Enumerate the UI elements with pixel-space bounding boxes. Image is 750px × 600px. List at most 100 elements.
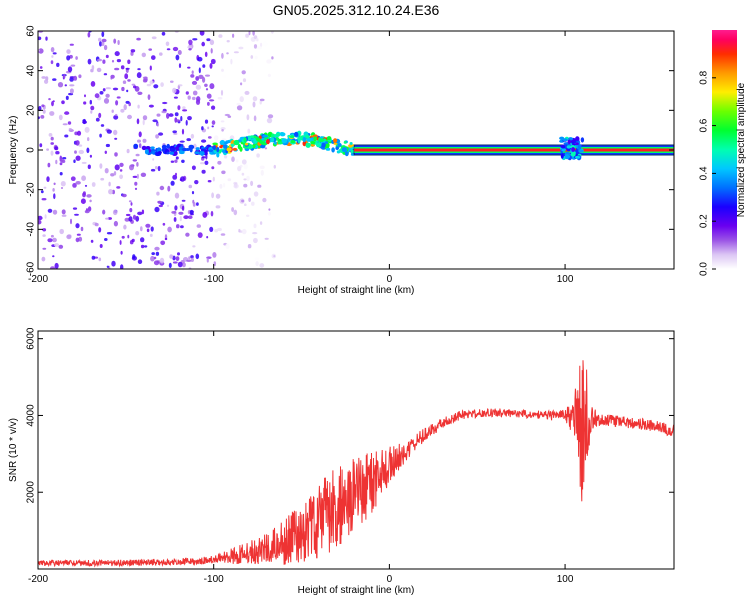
spectrogram-cell: [187, 116, 192, 121]
spectrogram-cell: [190, 133, 195, 139]
spectrogram-cell: [209, 83, 215, 90]
spectrogram-cell: [124, 73, 129, 80]
spectrogram-cell: [213, 94, 216, 99]
spectrogram-cell: [212, 142, 218, 146]
spectrogram-cell: [99, 133, 102, 138]
spectrogram-cell: [273, 255, 276, 258]
spectrogram-cell: [270, 31, 274, 34]
spectrogram-cell: [111, 260, 116, 267]
spectrogram-cell: [277, 141, 283, 145]
spectrogram-cell: [259, 221, 263, 225]
spectrogram-cell: [211, 120, 216, 125]
spectrogram-cell: [172, 87, 177, 94]
spectrogram-cell: [154, 206, 160, 213]
spectrogram-cell: [137, 259, 143, 265]
spectrogram-cell: [42, 247, 47, 250]
spectrogram-cell: [259, 165, 265, 170]
spectrogram-cell: [202, 76, 206, 83]
spectrogram-cell: [337, 143, 342, 147]
spectrogram-cell: [168, 262, 172, 269]
spectrogram-cell: [52, 237, 57, 243]
snr-xtick-label: 100: [557, 574, 574, 585]
spectrogram-cell: [51, 101, 54, 107]
spectrogram-cell: [61, 214, 67, 217]
spectrogram-band: [354, 148, 674, 152]
spectrogram-cell: [98, 227, 102, 233]
spectrogram-cell: [207, 126, 210, 130]
spectrogram-cell: [262, 134, 269, 138]
spectrogram-cell: [52, 209, 58, 215]
spectrogram-cell: [44, 79, 49, 84]
spectrogram-cell: [121, 86, 125, 92]
spectrogram-cell: [196, 202, 199, 206]
spectrogram-cell: [111, 59, 115, 63]
spectrogram-cell: [152, 119, 158, 123]
spectrogram-cell: [158, 132, 164, 136]
spectrogram-cell: [127, 79, 131, 82]
spectrogram-cell: [246, 214, 250, 217]
spectrogram-cell: [146, 228, 150, 233]
spectrogram-cell: [231, 207, 235, 212]
spectrogram-cell: [175, 54, 180, 61]
spectrogram-ytick-label: 60: [26, 25, 37, 37]
spectrogram-cell: [221, 52, 224, 59]
spectrogram-cell: [130, 202, 133, 206]
spectrogram-cell: [176, 224, 180, 229]
spectrogram-cell: [233, 209, 238, 216]
spectrogram-cell: [561, 145, 566, 149]
spectrogram-cell: [120, 108, 125, 113]
spectrogram-cell: [140, 237, 145, 243]
spectrogram-cell: [50, 60, 54, 65]
spectrogram-cell: [54, 146, 59, 151]
spectrogram-cell: [575, 142, 579, 146]
spectrogram-cell: [198, 67, 201, 74]
spectrogram-cell: [177, 50, 182, 55]
spectrogram-cell: [239, 146, 243, 152]
spectrogram-cell: [266, 117, 273, 124]
spectrogram-cell: [114, 51, 120, 57]
spectrogram-cell: [201, 41, 205, 47]
spectrogram-cell: [40, 190, 44, 194]
spectrogram-cell: [69, 43, 74, 46]
spectrogram-cell: [279, 132, 286, 137]
spectrogram-cell: [145, 223, 151, 228]
spectrogram-cell: [212, 145, 216, 151]
spectrogram-cell: [195, 76, 200, 81]
spectrogram-cell: [560, 153, 564, 159]
spectrogram-cell: [74, 213, 79, 216]
colorbar-gradient: [712, 30, 737, 269]
spectrogram-xtick-label: -200: [28, 274, 48, 285]
spectrogram-cell: [170, 160, 175, 163]
spectrogram-cell: [331, 147, 335, 153]
spectrogram-cell: [222, 74, 227, 78]
spectrogram-cell: [266, 139, 270, 145]
spectrogram-cell: [169, 151, 175, 155]
spectrogram-cell: [123, 224, 127, 230]
spectrogram-cell: [570, 152, 576, 157]
spectrogram-cell: [188, 48, 192, 51]
spectrogram-cell: [74, 150, 77, 154]
spectrogram-cell: [313, 136, 318, 142]
spectrogram-cell: [241, 159, 247, 165]
spectrogram-cell: [219, 140, 226, 146]
spectrogram-cell: [204, 51, 208, 57]
spectrogram-cell: [50, 136, 54, 141]
spectrogram-cell: [126, 89, 129, 93]
spectrogram-cell: [198, 74, 204, 79]
spectrogram-cell: [255, 38, 259, 42]
spectrogram-cell: [60, 187, 64, 189]
spectrogram-cell: [82, 191, 86, 196]
spectrogram-cell: [161, 144, 167, 149]
spectrogram-cell: [227, 115, 232, 118]
spectrogram-cell: [69, 88, 74, 94]
spectrogram-cell: [196, 224, 201, 228]
colorbar-label: Normalized spectral amplitude: [736, 82, 747, 217]
spectrogram-cell: [141, 145, 147, 151]
spectrogram-cell: [114, 67, 120, 71]
spectrogram-cell: [136, 173, 139, 179]
spectrogram-cell: [201, 126, 204, 131]
spectrogram-cell: [86, 147, 90, 154]
spectrogram-cell: [123, 104, 127, 111]
spectrogram-cell: [63, 73, 66, 79]
